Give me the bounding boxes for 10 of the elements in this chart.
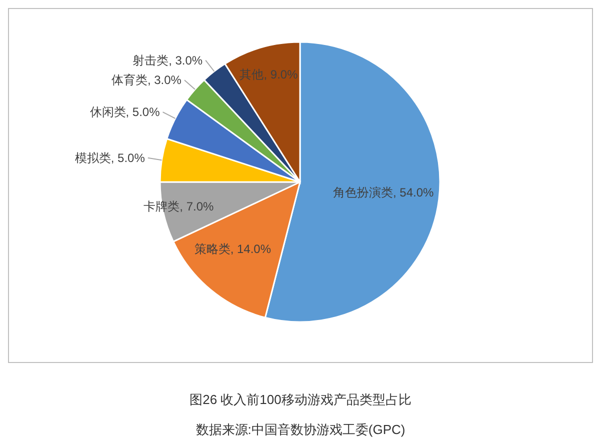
slice-label: 模拟类, 5.0% [74,150,146,165]
source-note: 数据来源:中国音数协游戏工委(GPC) [196,422,406,437]
slice-label: 射击类, 3.0% [132,53,203,68]
slice-label: 卡牌类, 7.0% [144,199,214,214]
slice-label: 体育类, 3.0% [111,73,182,88]
slice-label: 其他, 9.0% [240,67,298,82]
text: 图26 收入前100移动游戏产品类型占比 [190,392,412,407]
slice-label: 策略类, 14.0% [194,242,272,256]
slice-label: 角色扮演类, 54.0% [332,186,434,200]
slice-label: 休闲类, 5.0% [90,105,160,120]
